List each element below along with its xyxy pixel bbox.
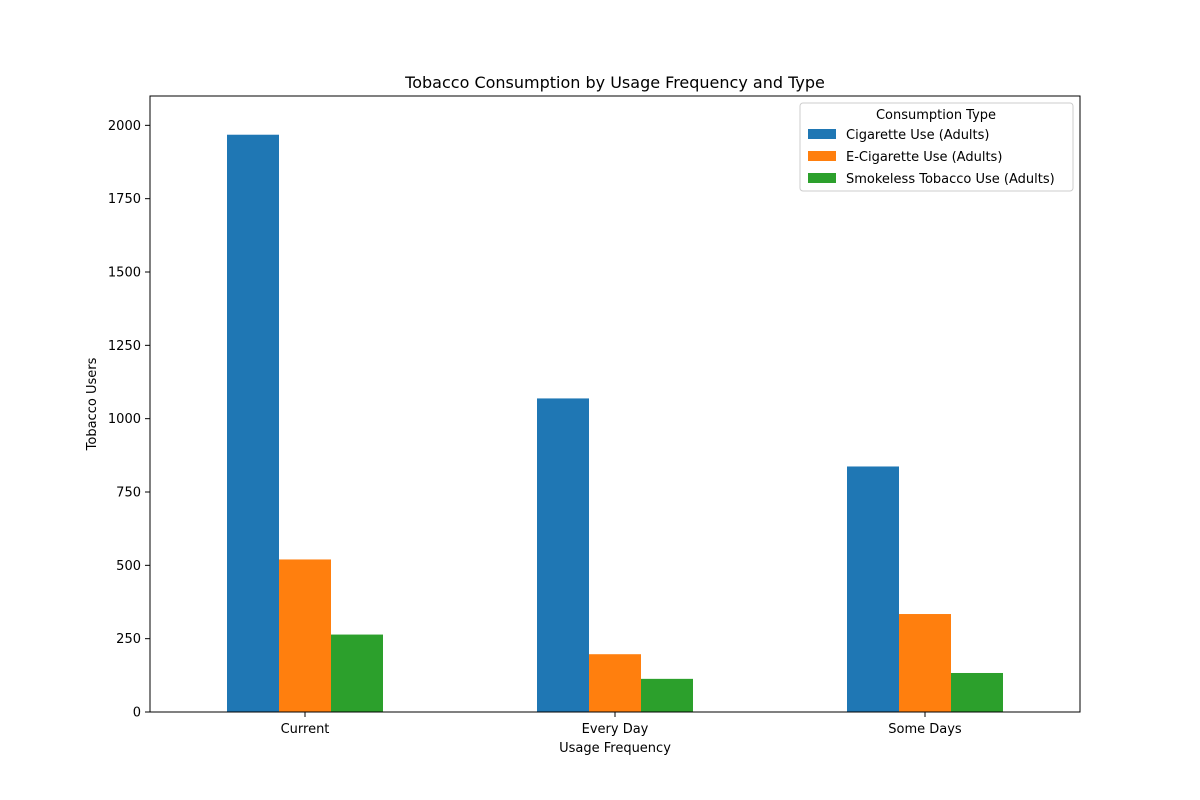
legend-label: Smokeless Tobacco Use (Adults) [846,172,1055,187]
bar-some-days-series-1 [899,614,951,712]
plot-frame [149,95,1081,713]
legend-swatch [808,173,836,183]
legend-swatch [808,129,836,139]
legend-label: E-Cigarette Use (Adults) [846,150,1002,165]
x-tick-label: Current [281,722,330,737]
x-axis: Current Every Day Some Days [281,712,962,737]
bar-current-series-0 [227,134,279,713]
y-tick-label: 1000 [108,412,141,427]
y-tick-label: 750 [116,486,141,501]
bar-every-day-series-2 [641,678,693,712]
y-tick-label: 500 [116,559,141,574]
chart-title: Tobacco Consumption by Usage Frequency a… [404,73,825,92]
y-tick-label: 1250 [108,339,141,354]
legend: Consumption Type Cigarette Use (Adults) E… [799,102,1074,192]
y-tick-label: 1750 [108,192,141,207]
legend-items: Cigarette Use (Adults) E-Cigarette Use (A… [808,128,1055,187]
bars-group [227,134,1003,713]
x-axis-label: Usage Frequency [559,741,671,756]
legend-swatch [808,151,836,161]
y-axis-label: Tobacco Users [85,357,100,451]
bar-every-day-series-1 [589,654,641,712]
bar-current-series-2 [331,634,383,712]
bar-some-days-series-2 [951,672,1003,712]
bar-current-series-1 [279,559,331,712]
bar-some-days-series-0 [847,466,899,712]
y-tick-label: 0 [133,706,141,721]
y-tick-label: 1500 [108,266,141,281]
y-axis: 0 250 500 750 1000 1250 1500 1750 2000 [108,119,150,721]
y-tick-label: 2000 [108,119,141,134]
y-tick-label: 250 [116,632,141,647]
x-tick-label: Some Days [888,722,962,737]
bar-every-day-series-0 [537,398,589,712]
legend-label: Cigarette Use (Adults) [846,128,990,143]
legend-box [799,102,1074,192]
x-tick-label: Every Day [582,722,649,737]
legend-title: Consumption Type [876,108,996,123]
